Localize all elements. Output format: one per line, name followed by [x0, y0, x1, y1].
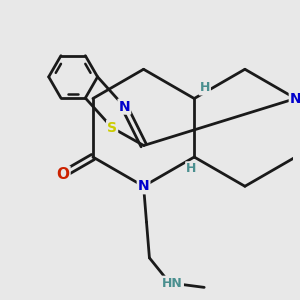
Text: N: N — [118, 100, 130, 114]
Text: N: N — [290, 92, 300, 106]
Text: N: N — [138, 179, 149, 193]
Text: H: H — [200, 82, 210, 94]
Text: S: S — [107, 121, 117, 135]
Text: H: H — [186, 162, 196, 175]
Text: O: O — [56, 167, 70, 182]
Text: HN: HN — [162, 277, 183, 290]
